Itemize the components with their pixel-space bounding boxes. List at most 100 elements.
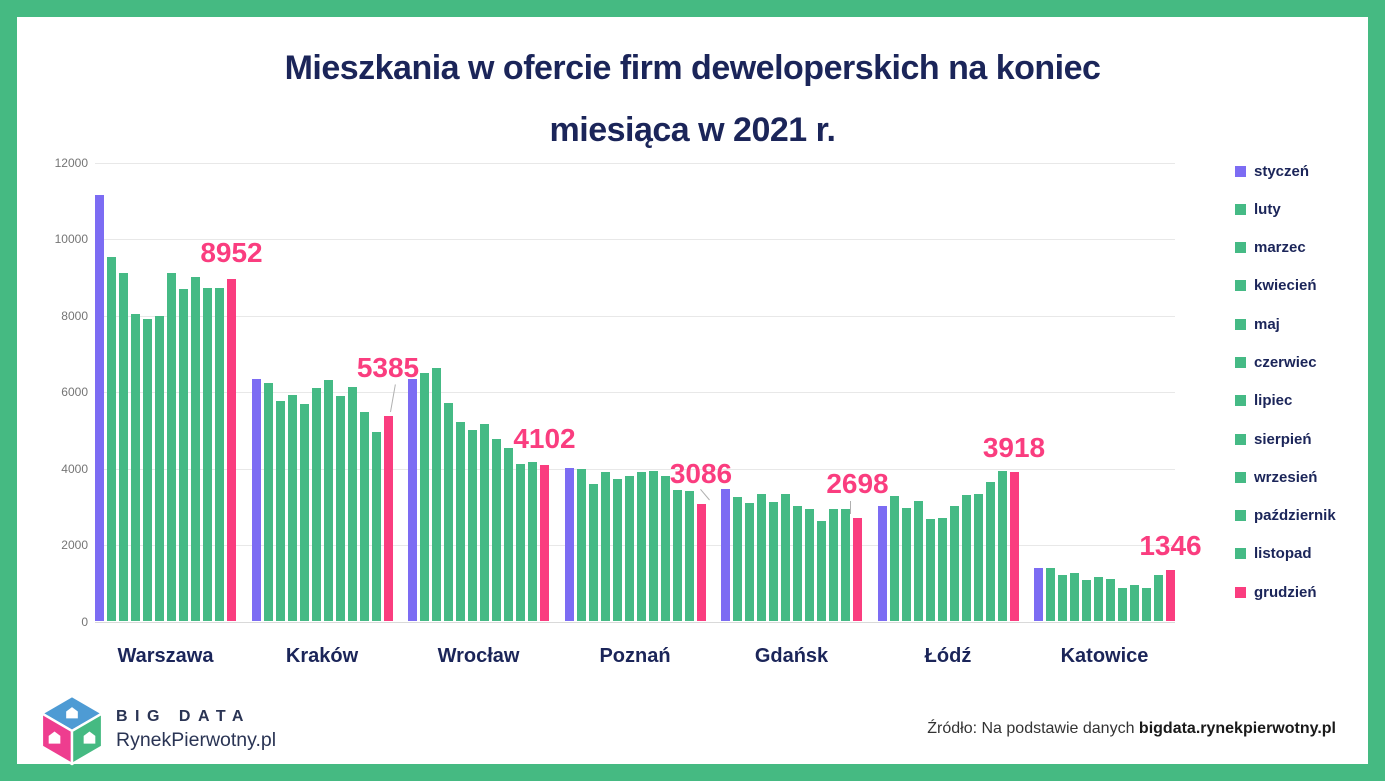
bar-katowice-maj xyxy=(1082,579,1091,622)
x-axis-label-kraków: Kraków xyxy=(285,645,359,667)
bar-gdańsk-czerwiec xyxy=(781,493,790,622)
house-icon xyxy=(48,731,61,744)
y-axis-tick-label: 2000 xyxy=(61,538,88,553)
logo-brand-bottom: RynekPierwotny.pl xyxy=(116,729,277,751)
bar-kraków-marzec xyxy=(275,400,285,622)
logo-brand-top: BIG DATA xyxy=(116,708,251,725)
bar-katowice-sierpień xyxy=(1118,588,1127,622)
bar-warszawa-sierpień xyxy=(179,289,188,622)
bar-łódź-styczeń xyxy=(877,506,887,622)
gridline xyxy=(95,468,1175,470)
bar-łódź-maj xyxy=(925,519,935,622)
legend-item-lipiec: lipiec xyxy=(1235,392,1336,410)
chart-title-line2: miesiąca w 2021 r. xyxy=(549,111,836,149)
legend-swatch xyxy=(1235,510,1246,522)
chart-legend: styczeń luty marzec kwiecień maj czerwiec lipi… xyxy=(1235,163,1336,623)
bar-wrocław-październik xyxy=(516,463,525,622)
bar-gdańsk-kwiecień xyxy=(757,494,766,622)
legend-label: maj xyxy=(1254,315,1280,333)
legend-item-marzec: marzec xyxy=(1235,239,1336,257)
bar-wrocław-grudzień xyxy=(540,464,549,622)
legend-label: lipiec xyxy=(1254,392,1293,410)
legend-item-październik: październik xyxy=(1235,507,1336,525)
x-axis-label-poznań: Poznań xyxy=(599,645,671,667)
bar-kraków-wrzesień xyxy=(347,386,357,622)
legend-swatch xyxy=(1235,586,1246,598)
content-area: Mieszkania w ofercie firm deweloperskich… xyxy=(17,17,1368,766)
legend-item-styczeń: styczeń xyxy=(1235,163,1336,180)
legend-label: wrzesień xyxy=(1254,468,1318,486)
house-icon xyxy=(83,731,96,744)
cube-logo-icon xyxy=(40,694,104,766)
legend-swatch xyxy=(1235,280,1246,292)
x-axis-label-wrocław: Wrocław xyxy=(437,645,520,667)
gridline xyxy=(95,315,1175,317)
legend-label: październik xyxy=(1254,507,1336,525)
bar-poznań-kwiecień xyxy=(600,472,610,622)
y-axis-tick-label: 12000 xyxy=(54,156,88,170)
legend-label: sierpień xyxy=(1254,430,1312,448)
legend-swatch xyxy=(1235,242,1246,254)
callout-line xyxy=(390,384,396,412)
bar-gdańsk-grudzień xyxy=(853,518,862,622)
bar-łódź-marzec xyxy=(901,507,911,622)
legend-item-luty: luty xyxy=(1235,200,1336,218)
gridline xyxy=(95,163,1175,164)
legend-label: luty xyxy=(1254,200,1281,218)
gridline xyxy=(95,621,1175,623)
bar-katowice-marzec xyxy=(1058,575,1067,622)
bar-kraków-maj xyxy=(299,403,309,622)
bar-warszawa-kwiecień xyxy=(131,314,140,622)
bar-wrocław-listopad xyxy=(528,461,537,622)
y-axis-tick-label: 8000 xyxy=(61,308,88,323)
legend-swatch xyxy=(1235,356,1246,368)
gridline xyxy=(95,545,1175,547)
y-axis-tick-label: 4000 xyxy=(61,461,88,476)
bar-warszawa-czerwiec xyxy=(155,316,164,622)
bar-katowice-grudzień xyxy=(1166,570,1175,622)
bar-katowice-wrzesień xyxy=(1130,585,1139,622)
bar-gdańsk-lipiec xyxy=(793,506,802,622)
legend-label: marzec xyxy=(1254,239,1306,257)
bar-kraków-grudzień xyxy=(383,415,393,622)
bar-wrocław-sierpień xyxy=(492,439,501,622)
bar-gdańsk-maj xyxy=(769,501,778,622)
bar-katowice-październik xyxy=(1142,588,1151,622)
logo-text: BIG DATA RynekPierwotny.pl xyxy=(116,708,276,752)
chart-title: Mieszkania w ofercie firm deweloperskich… xyxy=(17,37,1368,161)
source-attribution: Źródło: Na podstawie danych bigdata.ryne… xyxy=(927,720,1336,738)
bar-kraków-październik xyxy=(359,412,369,622)
bar-poznań-lipiec xyxy=(636,471,646,622)
bar-gdańsk-październik xyxy=(829,508,838,622)
callout-line xyxy=(700,488,710,500)
callout-line xyxy=(849,501,851,515)
bar-gdańsk-sierpień xyxy=(805,509,814,622)
bar-katowice-lipiec xyxy=(1106,579,1115,622)
x-axis-label-łódź: Łódź xyxy=(924,645,972,667)
bar-wrocław-marzec xyxy=(432,368,441,622)
december-value-label: 2698 xyxy=(826,468,889,500)
bar-kraków-styczeń xyxy=(251,379,261,622)
x-axis-label-warszawa: Warszawa xyxy=(117,645,214,667)
legend-item-czerwiec: czerwiec xyxy=(1235,354,1336,371)
december-value-label: 3086 xyxy=(669,457,733,489)
bar-katowice-kwiecień xyxy=(1070,573,1079,622)
bar-warszawa-październik xyxy=(203,287,212,622)
x-axis-label-gdańsk: Gdańsk xyxy=(754,645,829,667)
bar-katowice-listopad xyxy=(1154,574,1163,622)
bar-poznań-styczeń xyxy=(564,467,574,622)
legend-swatch xyxy=(1235,395,1246,407)
bar-warszawa-listopad xyxy=(215,287,224,622)
bar-łódź-listopad xyxy=(997,470,1007,622)
bar-katowice-czerwiec xyxy=(1094,576,1103,622)
bar-gdańsk-styczeń xyxy=(721,489,730,622)
bar-katowice-styczeń xyxy=(1034,568,1043,622)
legend-label: listopad xyxy=(1254,545,1312,563)
bar-poznań-październik xyxy=(672,490,682,622)
bar-gdańsk-marzec xyxy=(745,503,754,622)
bar-wrocław-maj xyxy=(456,421,465,622)
bar-poznań-sierpień xyxy=(648,470,658,622)
bar-gdańsk-luty xyxy=(733,496,742,622)
bar-kraków-kwiecień xyxy=(287,395,297,622)
